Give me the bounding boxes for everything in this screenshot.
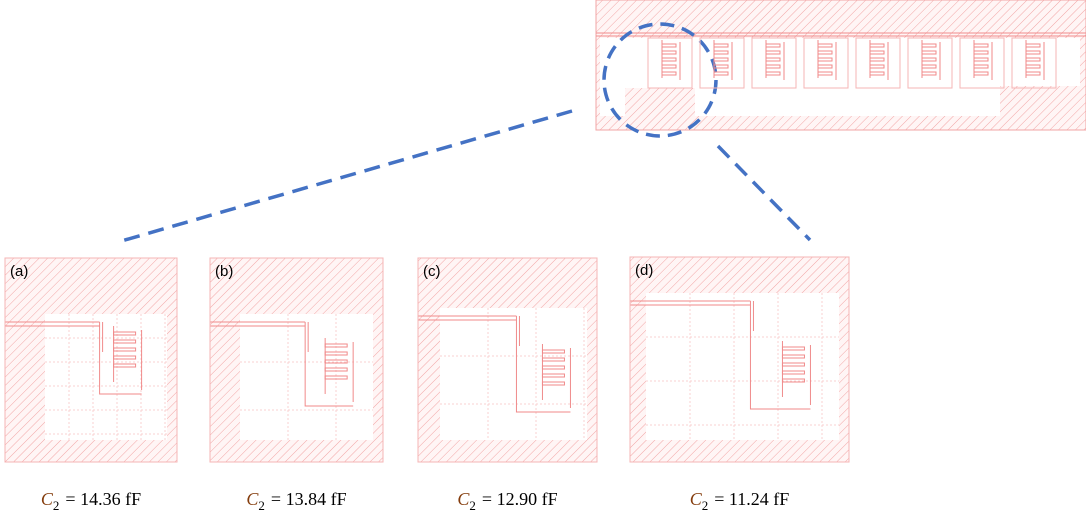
panel: (a)C2= 14.36 fF xyxy=(5,258,177,513)
caption: C2= 13.84 fF xyxy=(246,489,346,513)
caption-subscript: 2 xyxy=(469,498,476,513)
panel: (b)C2= 13.84 fF xyxy=(210,258,383,513)
caption-subscript: 2 xyxy=(53,498,60,513)
caption-text: = 14.36 fF xyxy=(65,489,141,509)
caption: C2= 12.90 fF xyxy=(457,489,557,513)
cavity xyxy=(45,314,167,440)
panel-label: (b) xyxy=(215,263,233,280)
ground-step xyxy=(373,400,383,462)
caption-subscript: 2 xyxy=(258,498,265,513)
panel-label: (d) xyxy=(635,262,653,279)
zoom-line xyxy=(118,111,572,242)
panel-label: (c) xyxy=(423,263,441,280)
ground-step xyxy=(167,400,177,462)
page: (a)C2= 14.36 fF(b)C2= 13.84 fF(c)C2= 12.… xyxy=(0,0,1086,519)
chip-ground xyxy=(625,88,695,128)
caption: C2= 14.36 fF xyxy=(41,489,141,513)
zoom-line xyxy=(718,146,810,240)
panel: (d)C2= 11.24 fF xyxy=(630,257,849,513)
figure: (a)C2= 14.36 fF(b)C2= 13.84 fF(c)C2= 12.… xyxy=(0,0,1086,519)
panel: (c)C2= 12.90 fF xyxy=(418,258,597,513)
caption-subscript: 2 xyxy=(702,498,709,513)
caption-text: = 12.90 fF xyxy=(482,489,558,509)
panel-label: (a) xyxy=(10,263,28,280)
caption: C2= 11.24 fF xyxy=(690,489,790,513)
ground-step xyxy=(839,400,849,462)
caption-text: = 13.84 fF xyxy=(271,489,347,509)
caption-text: = 11.24 fF xyxy=(714,489,789,509)
ground-step xyxy=(587,400,597,462)
